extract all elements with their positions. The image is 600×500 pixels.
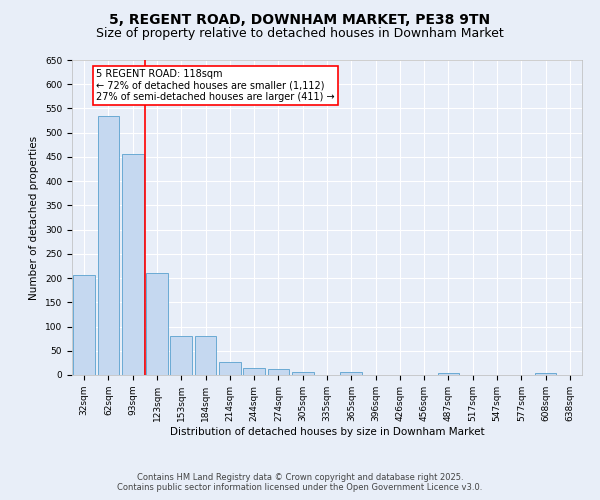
Bar [219,362,241,375]
Text: Size of property relative to detached houses in Downham Market: Size of property relative to detached ho… [96,28,504,40]
Text: 5 REGENT ROAD: 118sqm
← 72% of detached houses are smaller (1,112)
27% of semi-d: 5 REGENT ROAD: 118sqm ← 72% of detached … [96,68,335,102]
Bar [292,372,314,375]
Bar [340,372,362,375]
Bar [194,336,217,375]
Bar [73,274,95,375]
Bar [146,272,168,375]
Bar [535,373,556,375]
Bar [268,369,289,375]
Bar [437,373,460,375]
X-axis label: Distribution of detached houses by size in Downham Market: Distribution of detached houses by size … [170,426,484,436]
Bar [97,116,119,375]
Text: 5, REGENT ROAD, DOWNHAM MARKET, PE38 9TN: 5, REGENT ROAD, DOWNHAM MARKET, PE38 9TN [109,12,491,26]
Text: Contains HM Land Registry data © Crown copyright and database right 2025.
Contai: Contains HM Land Registry data © Crown c… [118,473,482,492]
Bar [122,154,143,375]
Bar [170,336,192,375]
Bar [243,368,265,375]
Y-axis label: Number of detached properties: Number of detached properties [29,136,40,300]
